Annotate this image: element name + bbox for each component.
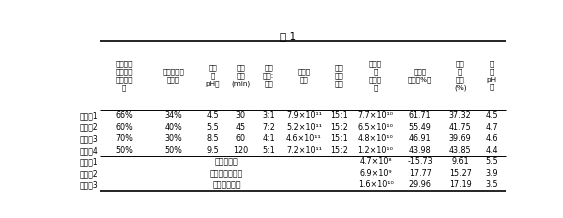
Text: 嗜酸乳杆
菌固定化
乳酸菌悬
液: 嗜酸乳杆 菌固定化 乳酸菌悬 液 [115, 61, 133, 91]
Text: 30: 30 [236, 111, 245, 120]
Text: 15:1: 15:1 [330, 134, 348, 143]
Text: 成熟间
料
乳酸菌
数: 成熟间 料 乳酸菌 数 [369, 61, 382, 91]
Text: 4.5: 4.5 [206, 111, 219, 120]
Text: 4.7: 4.7 [485, 123, 498, 132]
Text: 8.5: 8.5 [206, 134, 219, 143]
Text: 29.96: 29.96 [409, 181, 432, 189]
Text: 5.5: 5.5 [206, 123, 219, 132]
Text: 3:1: 3:1 [262, 111, 275, 120]
Text: 7:2: 7:2 [262, 123, 275, 132]
Text: 39.69: 39.69 [449, 134, 472, 143]
Text: 实验例1: 实验例1 [80, 111, 99, 120]
Text: 50%: 50% [115, 146, 133, 155]
Text: 1.2×10¹⁰: 1.2×10¹⁰ [358, 146, 394, 155]
Text: 产朊假丝酵
母菌液: 产朊假丝酵 母菌液 [162, 68, 184, 83]
Text: 60: 60 [236, 134, 245, 143]
Text: 4.6: 4.6 [485, 134, 498, 143]
Text: 4.4: 4.4 [485, 146, 498, 155]
Text: 4.8×10¹⁰: 4.8×10¹⁰ [358, 134, 394, 143]
Text: 实验例2: 实验例2 [80, 123, 99, 132]
Text: 15.27: 15.27 [449, 169, 472, 178]
Text: 70%: 70% [115, 134, 133, 143]
Text: 7.9×10¹¹: 7.9×10¹¹ [286, 111, 322, 120]
Text: 4.7×10⁸: 4.7×10⁸ [359, 157, 392, 166]
Text: 粗蛋白
增量（%）: 粗蛋白 增量（%） [408, 68, 432, 83]
Text: 3.5: 3.5 [485, 181, 498, 189]
Text: 60%: 60% [115, 123, 133, 132]
Text: 66%: 66% [115, 111, 133, 120]
Text: 间
料
pH
值: 间 料 pH 值 [487, 61, 497, 90]
Text: 5.2×10¹¹: 5.2×10¹¹ [286, 123, 322, 132]
Text: 基质活
菌数: 基质活 菌数 [297, 68, 311, 83]
Text: 41.75: 41.75 [449, 123, 472, 132]
Text: 6.5×10¹⁰: 6.5×10¹⁰ [358, 123, 394, 132]
Text: 43.98: 43.98 [409, 146, 431, 155]
Text: 34%: 34% [164, 111, 182, 120]
Text: 15:1: 15:1 [330, 111, 348, 120]
Text: 对比例3: 对比例3 [80, 181, 99, 189]
Text: 对比例2: 对比例2 [80, 169, 99, 178]
Text: 50%: 50% [164, 146, 182, 155]
Text: 4.5: 4.5 [485, 111, 498, 120]
Text: 17.77: 17.77 [409, 169, 432, 178]
Text: 表 1: 表 1 [280, 31, 297, 41]
Text: 活力九九生酵剂: 活力九九生酵剂 [210, 169, 243, 178]
Text: 120: 120 [233, 146, 248, 155]
Text: 55.49: 55.49 [409, 123, 432, 132]
Text: -15.73: -15.73 [408, 157, 433, 166]
Text: 15:2: 15:2 [330, 123, 348, 132]
Text: 添加
纤维
素量: 添加 纤维 素量 [335, 65, 343, 87]
Text: 对比例1: 对比例1 [80, 157, 99, 166]
Text: 40%: 40% [164, 123, 182, 132]
Text: 9.61: 9.61 [452, 157, 469, 166]
Text: 实验例4: 实验例4 [80, 146, 99, 155]
Text: 37.32: 37.32 [449, 111, 472, 120]
Text: 46.91: 46.91 [409, 134, 431, 143]
Text: 4.6×10¹¹: 4.6×10¹¹ [286, 134, 322, 143]
Text: 百奥美发酵剂: 百奥美发酵剂 [212, 181, 241, 189]
Text: 4:1: 4:1 [262, 134, 275, 143]
Text: 7.2×10¹¹: 7.2×10¹¹ [286, 146, 322, 155]
Text: 6.9×10⁹: 6.9×10⁹ [359, 169, 392, 178]
Text: 甜高
粱粉:
秸皮: 甜高 粱粉: 秸皮 [263, 65, 274, 87]
Text: 17.19: 17.19 [449, 181, 472, 189]
Text: 处理
时间
(min): 处理 时间 (min) [231, 65, 250, 87]
Text: 45: 45 [235, 123, 245, 132]
Text: 3.9: 3.9 [485, 169, 498, 178]
Text: 15:2: 15:2 [330, 146, 348, 155]
Text: 5.5: 5.5 [485, 157, 498, 166]
Text: 粗纤
维
降量
(%): 粗纤 维 降量 (%) [454, 61, 466, 91]
Text: 1.6×10¹⁰: 1.6×10¹⁰ [358, 181, 394, 189]
Text: 61.71: 61.71 [409, 111, 431, 120]
Text: 30%: 30% [164, 134, 182, 143]
Text: 处理
液
pH值: 处理 液 pH值 [205, 65, 220, 87]
Text: 空白对照组: 空白对照组 [215, 157, 239, 166]
Text: 9.5: 9.5 [206, 146, 219, 155]
Text: 43.85: 43.85 [449, 146, 471, 155]
Text: 7.7×10¹⁰: 7.7×10¹⁰ [358, 111, 394, 120]
Text: 实验例3: 实验例3 [80, 134, 99, 143]
Text: 5:1: 5:1 [262, 146, 275, 155]
